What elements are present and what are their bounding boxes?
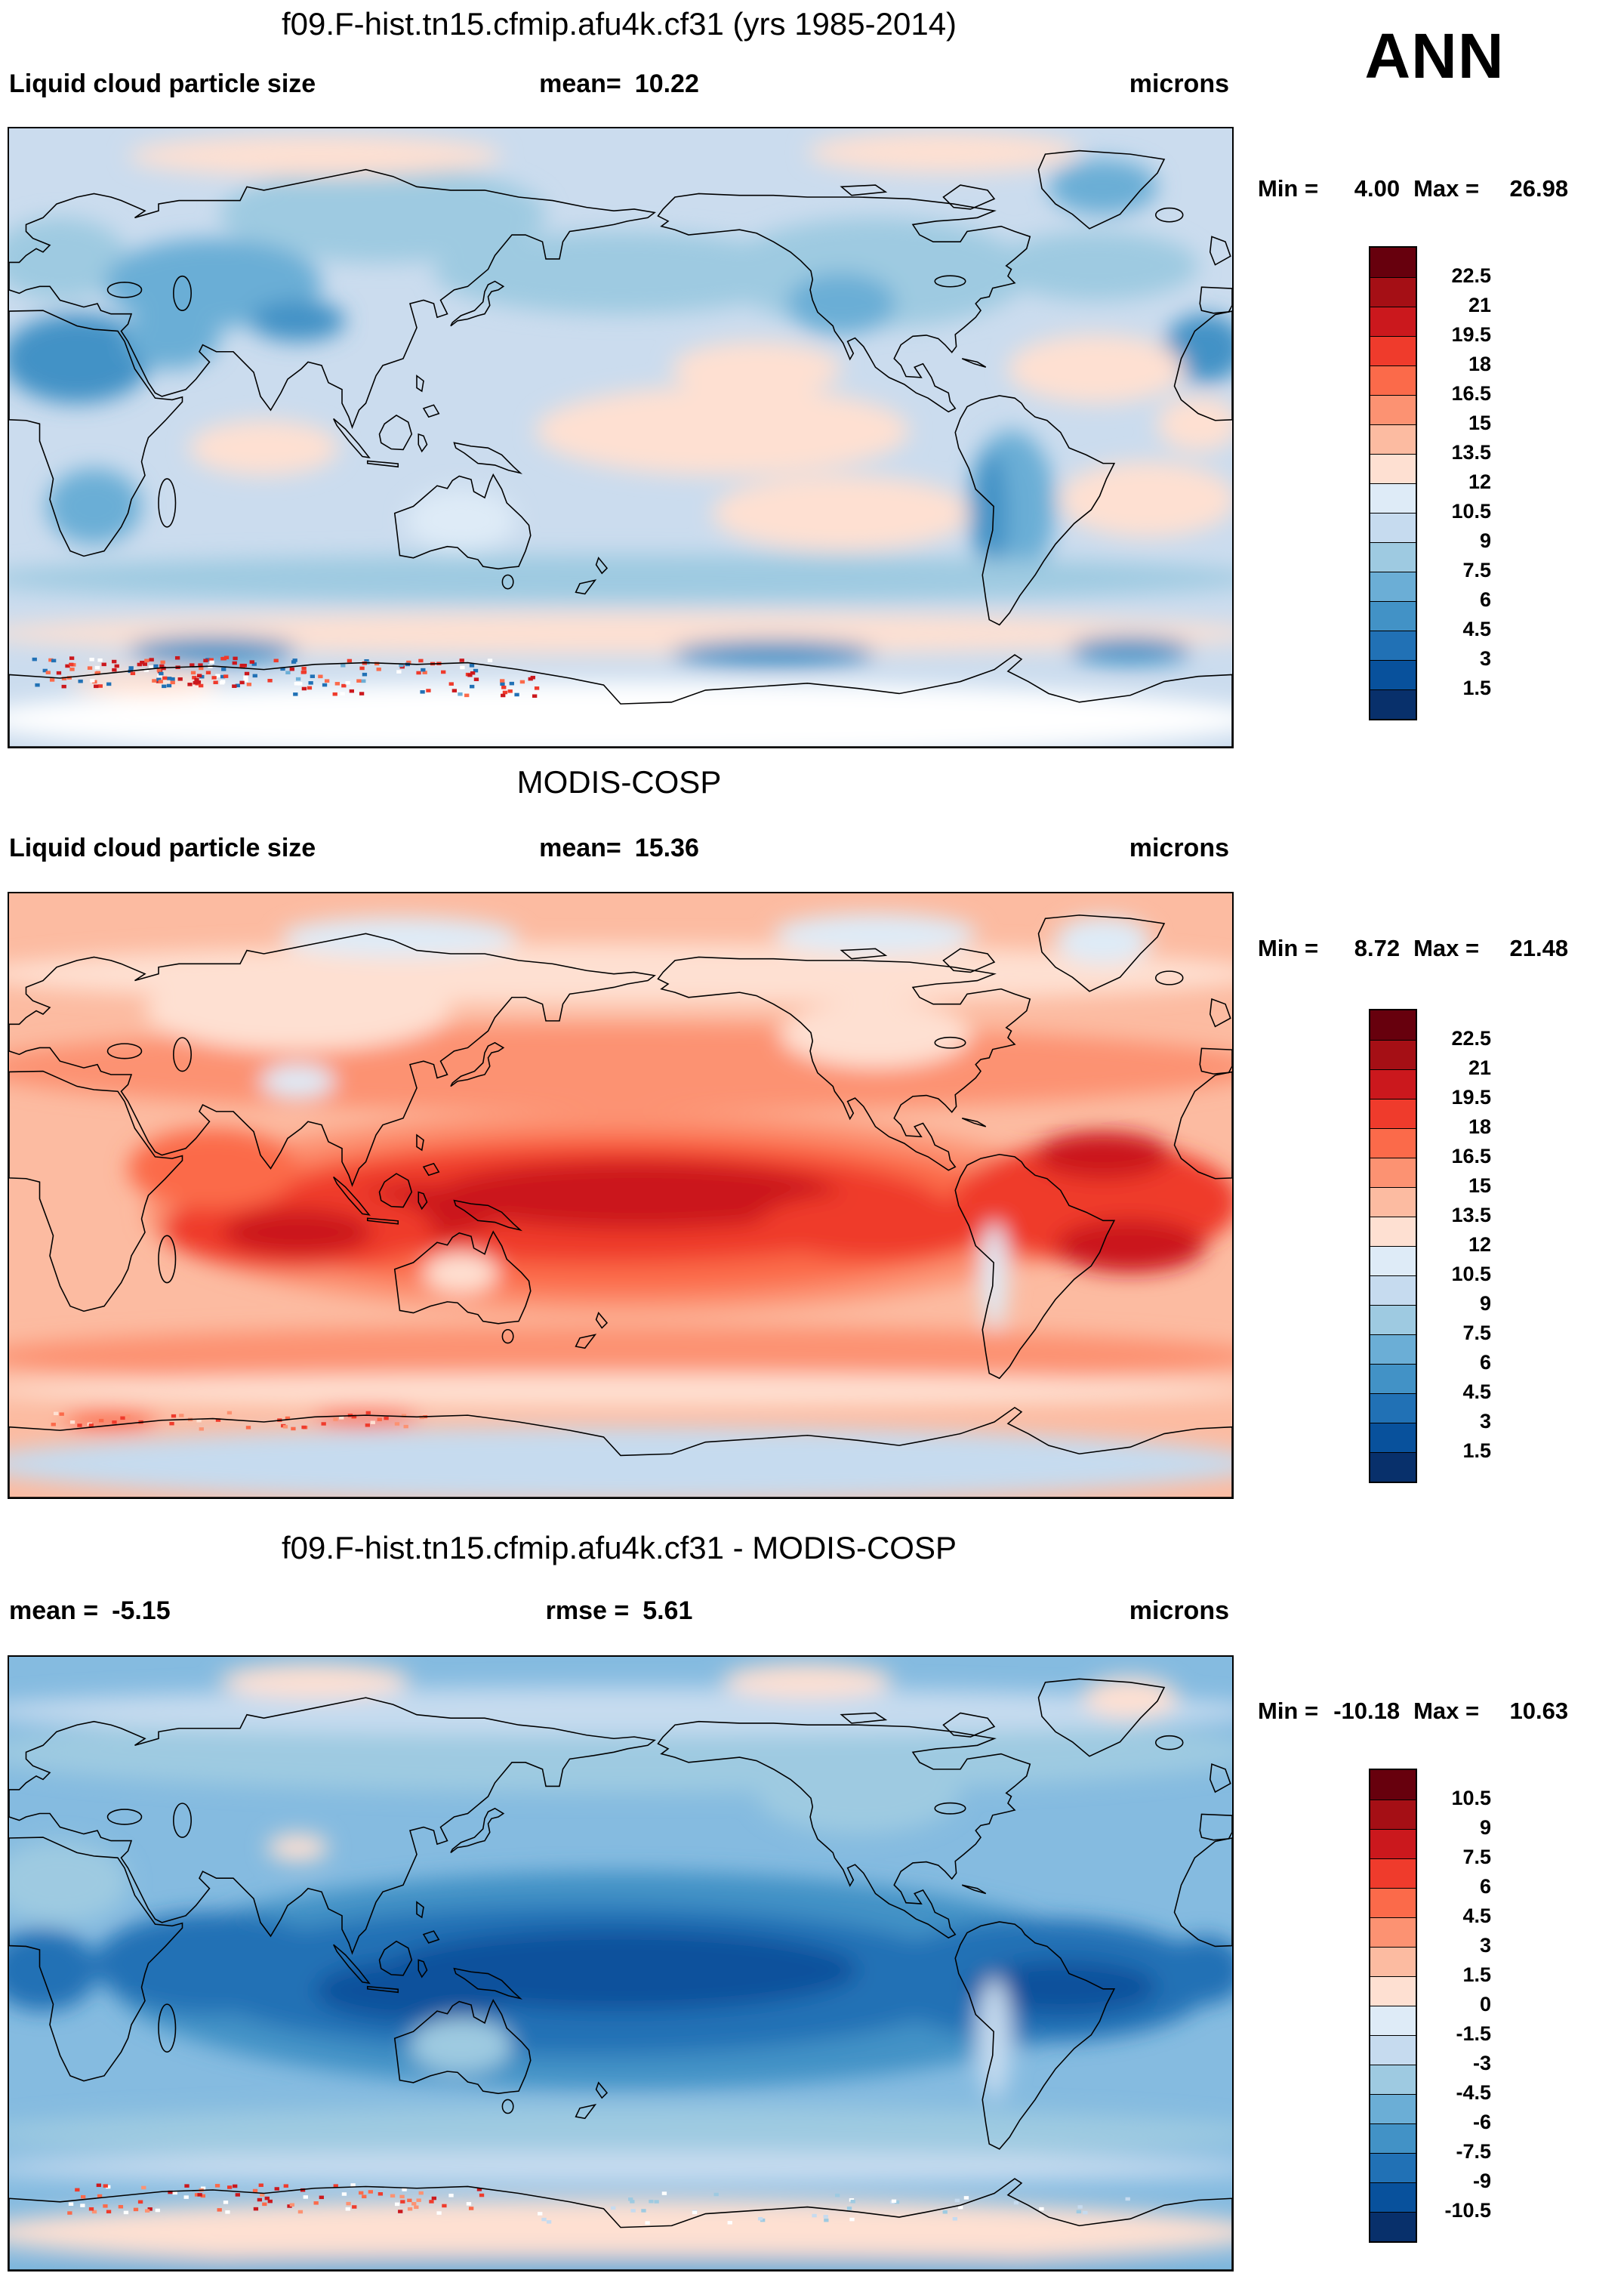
panel1-header-row: Liquid cloud particle size mean= 10.22 mi… — [8, 69, 1231, 104]
panel1-min-label: Min = — [1258, 175, 1319, 202]
panel1-units-label: microns — [1129, 69, 1229, 98]
panel2-title: MODIS-COSP — [516, 764, 722, 800]
panel2-minmax: Min = 8.72 Max = 21.48 — [1258, 935, 1622, 962]
map-modis-field-blobs — [9, 913, 1232, 1497]
panel2-min-label: Min = — [1258, 935, 1319, 961]
panel2-max-label: Max = — [1413, 935, 1480, 961]
panel2-mean: mean= 15.36 — [539, 834, 699, 863]
panel3-min-label: Min = — [1258, 1698, 1319, 1724]
panel3-mean: mean = -5.15 — [9, 1596, 171, 1626]
panel3-units-label: microns — [1129, 1596, 1229, 1625]
map-model — [8, 127, 1234, 748]
map-model-field-blobs — [9, 131, 1232, 747]
panel1-min-value: 4.00 — [1354, 175, 1401, 202]
panel3-colorbar: 10.5 9 7.5 6 4.5 3 1.5 0 -1.5 -3 -4.5 -6 -7.5 -9 -10.5 — [1369, 1769, 1491, 2243]
panel3-header-row: mean = -5.15 rmse = 5.61 microns — [8, 1596, 1231, 1631]
panel1-max-value: 26.98 — [1509, 175, 1569, 202]
panel3-rmse-value: 5.61 — [643, 1596, 693, 1625]
panel3-minmax: Min = -10.18 Max = 10.63 — [1258, 1698, 1622, 1725]
panel1-max-label: Max = — [1413, 175, 1480, 202]
panel2-mean-label: mean= — [539, 834, 621, 862]
panel2-colorbar: 22.5 21 19.5 18 16.5 15 13.5 12 10.5 9 7.5 6 4.5 3 1.5 — [1369, 1009, 1491, 1483]
panel1-mean-value: 10.22 — [634, 69, 699, 98]
panel2-min-value: 8.72 — [1354, 935, 1401, 961]
panel2-max-value: 21.48 — [1509, 935, 1569, 961]
panel1-title: f09.F-hist.tn15.cfmip.afu4k.cf31 (yrs 19… — [281, 6, 957, 42]
panel2-variable-label: Liquid cloud particle size — [9, 834, 316, 862]
map-difference-speckles-interior — [538, 2191, 1130, 2225]
panel2-units-label: microns — [1129, 834, 1229, 862]
season-label: ANN — [1364, 20, 1505, 91]
panel1-mean-label: mean= — [539, 69, 621, 98]
panel3-max-value: 10.63 — [1509, 1698, 1569, 1724]
map-difference-field-blobs — [9, 1664, 1232, 2270]
panel1-colorbar: 22.5 21 19.5 18 16.5 15 13.5 12 10.5 9 7.5 6 4.5 3 1.5 — [1369, 246, 1491, 720]
map-difference — [8, 1655, 1234, 2271]
map-model-speckles-west — [32, 655, 257, 689]
panel1-variable-label: Liquid cloud particle size — [9, 69, 316, 98]
panel2-mean-value: 15.36 — [634, 834, 699, 862]
panel3-min-value: -10.18 — [1333, 1698, 1401, 1724]
panel1-minmax: Min = 4.00 Max = 26.98 — [1258, 175, 1622, 202]
panel3-mean-value: -5.15 — [112, 1596, 171, 1625]
panel3-rmse: rmse = 5.61 — [546, 1596, 693, 1626]
panel3-mean-label: mean = — [9, 1596, 99, 1625]
panel1-mean: mean= 10.22 — [539, 69, 699, 99]
map-difference-speckles-coast — [67, 2183, 485, 2215]
map-modis — [8, 892, 1234, 1499]
panel3-max-label: Max = — [1413, 1698, 1480, 1724]
panel3-title: f09.F-hist.tn15.cfmip.afu4k.cf31 - MODIS… — [282, 1530, 957, 1565]
panel2-header-row: Liquid cloud particle size mean= 15.36 mi… — [8, 834, 1231, 868]
panel3-rmse-label: rmse = — [545, 1596, 630, 1625]
